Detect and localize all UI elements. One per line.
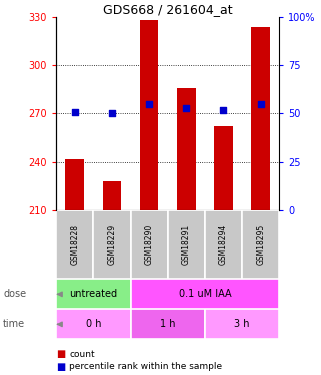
Bar	[168, 210, 205, 279]
Bar	[65, 159, 84, 210]
Bar	[131, 309, 205, 339]
Text: 3 h: 3 h	[234, 320, 250, 329]
Text: 1 h: 1 h	[160, 320, 176, 329]
Text: GSM18290: GSM18290	[145, 224, 154, 266]
Bar	[131, 210, 168, 279]
Bar	[56, 279, 131, 309]
Text: GSM18294: GSM18294	[219, 224, 228, 266]
Bar	[56, 210, 93, 279]
Point	[72, 108, 77, 114]
Bar	[214, 126, 233, 210]
Text: GSM18229: GSM18229	[108, 224, 117, 265]
Text: ■: ■	[56, 362, 65, 372]
Text: dose: dose	[3, 290, 26, 299]
Bar	[140, 20, 159, 210]
Bar	[251, 27, 270, 210]
Bar	[177, 88, 195, 210]
Point	[221, 106, 226, 112]
Text: 0.1 uM IAA: 0.1 uM IAA	[178, 290, 231, 299]
Bar	[103, 181, 121, 210]
Title: GDS668 / 261604_at: GDS668 / 261604_at	[103, 3, 232, 16]
Point	[109, 110, 115, 116]
Text: ■: ■	[56, 350, 65, 359]
Text: time: time	[3, 320, 25, 329]
Point	[184, 105, 189, 111]
Text: count: count	[69, 350, 95, 359]
Text: GSM18295: GSM18295	[256, 224, 265, 266]
Bar	[242, 210, 279, 279]
Bar	[131, 279, 279, 309]
Bar	[56, 309, 131, 339]
Bar	[93, 210, 131, 279]
Text: GSM18291: GSM18291	[182, 224, 191, 265]
Text: GSM18228: GSM18228	[70, 224, 79, 265]
Text: 0 h: 0 h	[86, 320, 101, 329]
Text: untreated: untreated	[69, 290, 117, 299]
Bar	[205, 210, 242, 279]
Bar	[205, 309, 279, 339]
Point	[258, 101, 263, 107]
Point	[147, 101, 152, 107]
Text: percentile rank within the sample: percentile rank within the sample	[69, 362, 222, 371]
